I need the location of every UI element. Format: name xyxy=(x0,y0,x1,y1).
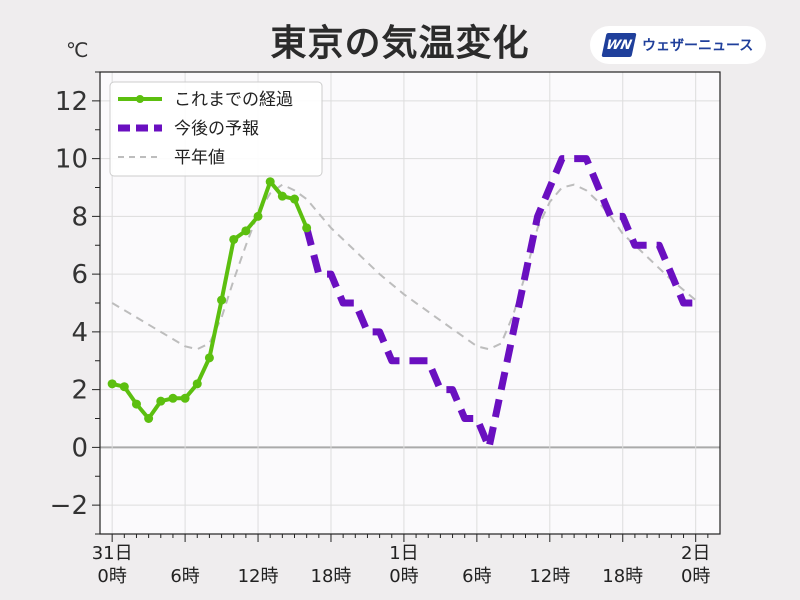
data-point xyxy=(192,379,202,389)
data-point xyxy=(229,234,239,244)
y-tick-label: 0 xyxy=(71,433,88,463)
brand-name: ウェザーニュース xyxy=(642,38,754,54)
series-line-1 xyxy=(303,155,696,451)
x-tick-label-hour: 6時 xyxy=(462,566,491,587)
data-point xyxy=(302,223,312,233)
legend-label: 平年値 xyxy=(174,148,225,168)
data-point xyxy=(253,211,263,221)
legend-label: これまでの経過 xyxy=(174,90,293,110)
chart-title: 東京の気温変化 xyxy=(270,23,530,64)
x-tick-label-hour: 6時 xyxy=(170,566,199,587)
data-point xyxy=(180,393,190,403)
data-point xyxy=(131,399,141,409)
data-point xyxy=(241,226,251,236)
x-tick-label-date: 1日 xyxy=(389,543,418,564)
x-tick-label-hour: 0時 xyxy=(97,566,126,587)
x-tick-label-hour: 18時 xyxy=(602,566,643,587)
y-tick-label: 2 xyxy=(71,376,88,406)
data-point xyxy=(265,177,275,187)
y-tick-label: −2 xyxy=(50,491,88,521)
data-point xyxy=(290,194,300,204)
brand-badge: WN ウェザーニュース xyxy=(590,26,766,64)
y-tick-label: 8 xyxy=(71,202,88,232)
x-tick-label-hour: 12時 xyxy=(238,566,279,587)
series-line-2 xyxy=(111,183,697,351)
data-point xyxy=(217,295,227,305)
data-point xyxy=(107,379,117,389)
data-point xyxy=(277,191,287,201)
data-point xyxy=(204,353,214,363)
x-tick-label-hour: 0時 xyxy=(389,566,418,587)
x-tick-label-hour: 12時 xyxy=(529,566,570,587)
y-tick-label: 12 xyxy=(55,87,88,117)
legend-box xyxy=(109,81,323,177)
y-tick-label: 10 xyxy=(55,145,88,175)
x-tick-label-hour: 18時 xyxy=(311,566,352,587)
x-tick-label-date: 31日 xyxy=(92,543,133,564)
y-tick-label: 6 xyxy=(71,260,88,290)
legend-swatch-marker xyxy=(136,95,144,103)
x-tick-label-hour: 0時 xyxy=(681,566,710,587)
data-point xyxy=(119,382,129,392)
y-tick-label: 4 xyxy=(71,318,88,348)
y-axis-unit: ℃ xyxy=(66,38,89,62)
data-point xyxy=(144,414,154,423)
x-tick-label-date: 2日 xyxy=(681,543,710,564)
legend-label: 今後の予報 xyxy=(174,119,259,139)
data-point xyxy=(168,393,178,403)
data-point xyxy=(156,396,166,406)
